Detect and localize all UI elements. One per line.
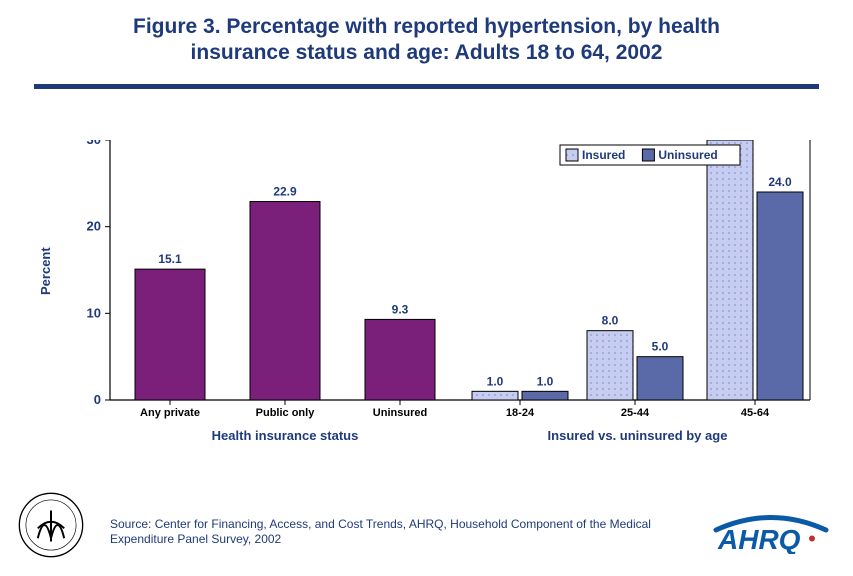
- x-category-label: Uninsured: [373, 407, 427, 419]
- bar-value-label: 15.1: [158, 252, 182, 266]
- legend-label: Uninsured: [658, 148, 717, 162]
- bar-left: [250, 202, 320, 400]
- bar-right: [587, 331, 633, 400]
- ahrq-text: AHRQ: [717, 524, 801, 554]
- bar-value-label: 9.3: [392, 302, 409, 316]
- bar-right: [472, 391, 518, 400]
- bar-left: [365, 319, 435, 400]
- title-line-1: Figure 3. Percentage with reported hyper…: [133, 15, 720, 38]
- x-category-label: 45-64: [741, 407, 770, 419]
- legend-swatch: [566, 149, 578, 161]
- y-tick-label: 0: [94, 392, 101, 407]
- ahrq-logo-icon: AHRQ: [711, 510, 831, 554]
- x-category-label: Any private: [140, 407, 200, 419]
- y-tick-label: 30: [87, 140, 101, 147]
- bar-value-label: 24.0: [768, 175, 792, 189]
- bar-right: [522, 391, 568, 400]
- bar-value-label: 22.9: [273, 185, 297, 199]
- x-category-label: 25-44: [621, 407, 650, 419]
- legend-label: Insured: [582, 148, 625, 162]
- source-note: Source: Center for Financing, Access, an…: [110, 517, 680, 548]
- bar-value-label: 5.0: [652, 340, 669, 354]
- x-axis-title-left: Health insurance status: [212, 428, 359, 443]
- x-category-label: 18-24: [506, 407, 535, 419]
- legend-swatch: [642, 149, 654, 161]
- figure-title: Figure 3. Percentage with reported hyper…: [0, 0, 853, 67]
- x-category-label: Public only: [256, 407, 316, 419]
- bar-value-label: 8.0: [602, 314, 619, 328]
- bar-chart: 0 10 20 30 15.1 Any private 22.9 Public only 9.3…: [60, 140, 820, 480]
- bar-right: [637, 357, 683, 400]
- title-line-2: insurance status and age: Adults 18 to 6…: [191, 41, 663, 64]
- bar-value-label: 1.0: [537, 374, 554, 388]
- hhs-seal-icon: [18, 492, 84, 558]
- bar-value-label: 1.0: [487, 374, 504, 388]
- bar-right: [707, 140, 753, 400]
- x-axis-title-right: Insured vs. uninsured by age: [548, 428, 728, 443]
- horizontal-rule: [34, 84, 819, 89]
- y-tick-label: 10: [87, 305, 101, 320]
- y-tick-label: 20: [87, 219, 101, 234]
- y-axis-label: Percent: [38, 247, 53, 295]
- bar-left: [135, 269, 205, 400]
- bar-right: [757, 192, 803, 400]
- chart-area: Percent 010203015.1Any private22.9Public…: [60, 140, 820, 470]
